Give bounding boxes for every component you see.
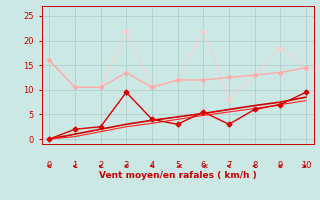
X-axis label: Vent moyen/en rafales ( km/h ): Vent moyen/en rafales ( km/h ) <box>99 171 256 180</box>
